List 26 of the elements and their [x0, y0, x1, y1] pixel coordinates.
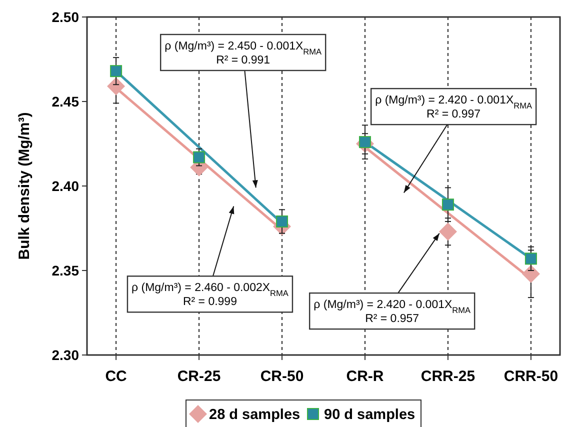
- x-tick-label: CC: [105, 368, 128, 385]
- text: ρ (Mg/m³) = 2.420 - 0.001X$_{RMA}$ R² = 0.957: [314, 299, 471, 326]
- x-tick-label: CRR-25: [420, 368, 476, 385]
- y-tick-label: 2.35: [52, 262, 80, 278]
- y-axis-title: Bulk density (Mg/m³): [16, 112, 33, 260]
- point: [438, 222, 457, 241]
- point: [524, 252, 537, 265]
- y-tick-label: 2.30: [52, 346, 80, 363]
- point: [522, 264, 540, 283]
- point: [442, 198, 454, 211]
- text: ρ (Mg/m³) = 2.420 - 0.001X$_{RMA}$ R² = 0.997: [375, 94, 532, 121]
- y-tick-label: 2.50: [52, 8, 80, 25]
- legend-label: 90 d samples: [324, 407, 416, 424]
- text: ρ (Mg/m³) = 2.450 - 0.001X$_{RMA}$ R² = 0.991: [164, 40, 322, 66]
- point: [110, 65, 122, 78]
- point: [276, 215, 288, 228]
- x-tick-label: CR-50: [260, 368, 304, 385]
- x-tick-label: CR-25: [177, 368, 221, 385]
- y-tick-label: 2.45: [52, 93, 80, 110]
- x-tick-label: CRR-50: [504, 368, 558, 385]
- legend-label: 28 d samples: [209, 407, 300, 424]
- text: ρ (Mg/m³) = 2.460 - 0.002X$_{RMA}$ R² = 0.999: [132, 282, 288, 308]
- x-tick-label: CR-R: [346, 368, 384, 385]
- y-tick-label: 2.40: [52, 178, 80, 194]
- point: [193, 151, 206, 164]
- point: [107, 77, 126, 96]
